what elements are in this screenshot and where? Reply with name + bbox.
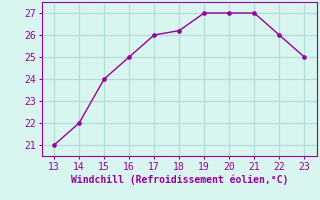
- X-axis label: Windchill (Refroidissement éolien,°C): Windchill (Refroidissement éolien,°C): [70, 174, 288, 185]
